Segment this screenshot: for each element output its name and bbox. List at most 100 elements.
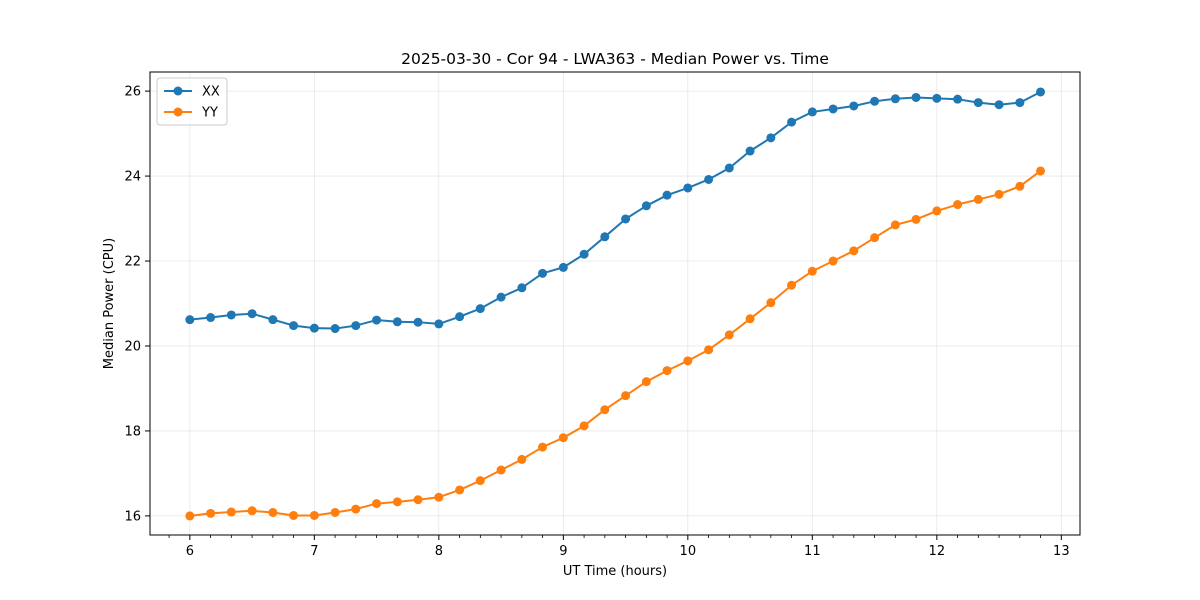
data-point-yy xyxy=(351,504,361,514)
data-point-yy xyxy=(206,508,216,518)
data-point-xx xyxy=(558,262,568,272)
data-point-xx xyxy=(226,310,236,320)
data-point-yy xyxy=(683,356,693,366)
legend-marker-xx xyxy=(173,86,183,96)
data-point-xx xyxy=(351,321,361,331)
data-point-xx xyxy=(392,317,402,327)
data-point-xx xyxy=(309,323,319,333)
data-point-yy xyxy=(953,200,963,210)
data-point-xx xyxy=(890,94,900,104)
data-point-yy xyxy=(600,405,610,415)
data-point-xx xyxy=(600,232,610,242)
legend-label-yy: YY xyxy=(201,106,218,121)
data-point-xx xyxy=(1036,87,1046,97)
data-point-yy xyxy=(434,492,444,502)
data-point-yy xyxy=(641,377,651,387)
y-tick-label: 18 xyxy=(124,424,141,439)
data-point-yy xyxy=(745,314,755,324)
data-point-xx xyxy=(994,100,1004,110)
chart-title: 2025-03-30 - Cor 94 - LWA363 - Median Po… xyxy=(401,50,829,68)
data-point-xx xyxy=(455,312,465,322)
data-point-yy xyxy=(413,495,423,505)
data-point-yy xyxy=(185,511,195,521)
data-point-yy xyxy=(268,507,278,517)
data-point-yy xyxy=(870,233,880,243)
data-point-xx xyxy=(662,190,672,200)
data-point-yy xyxy=(226,507,236,517)
data-point-yy xyxy=(455,485,465,495)
x-tick-label: 8 xyxy=(435,544,443,559)
data-point-xx xyxy=(973,98,983,108)
data-point-yy xyxy=(932,206,942,216)
legend: XX YY xyxy=(156,77,228,126)
data-point-yy xyxy=(289,510,299,520)
data-point-xx xyxy=(621,214,631,224)
data-point-xx xyxy=(496,292,506,302)
x-tick-label: 13 xyxy=(1053,544,1070,559)
data-point-yy xyxy=(496,465,506,475)
data-point-xx xyxy=(641,201,651,211)
data-point-xx xyxy=(434,319,444,329)
data-point-xx xyxy=(475,304,485,314)
data-point-yy xyxy=(579,421,589,431)
x-axis-label: UT Time (hours) xyxy=(563,564,667,579)
data-point-xx xyxy=(828,104,838,114)
data-point-yy xyxy=(849,246,859,256)
data-point-yy xyxy=(807,266,817,276)
data-point-yy xyxy=(766,298,776,308)
data-point-xx xyxy=(849,101,859,111)
y-tick-label: 22 xyxy=(124,255,141,270)
legend-marker-yy xyxy=(173,107,183,117)
data-point-yy xyxy=(994,189,1004,199)
x-tick-label: 7 xyxy=(310,544,318,559)
data-point-xx xyxy=(766,133,776,143)
x-tick-label: 11 xyxy=(804,544,821,559)
data-point-yy xyxy=(475,476,485,486)
data-point-yy xyxy=(247,506,257,516)
data-point-yy xyxy=(1036,166,1046,176)
data-point-xx xyxy=(289,321,299,331)
data-point-xx xyxy=(247,309,257,319)
data-point-xx xyxy=(206,313,216,323)
data-point-xx xyxy=(1015,98,1025,108)
data-point-xx xyxy=(268,315,278,325)
data-point-yy xyxy=(538,442,548,452)
data-point-yy xyxy=(372,499,382,509)
plot-frame xyxy=(149,71,1081,536)
data-point-yy xyxy=(309,510,319,520)
data-point-yy xyxy=(558,433,568,443)
legend-label-xx: XX xyxy=(202,85,220,100)
data-point-yy xyxy=(392,497,402,507)
data-point-xx xyxy=(745,146,755,156)
data-point-yy xyxy=(1015,181,1025,191)
data-point-xx xyxy=(330,324,340,334)
data-point-xx xyxy=(932,93,942,103)
data-point-yy xyxy=(621,391,631,401)
x-tick-label: 10 xyxy=(680,544,697,559)
data-point-yy xyxy=(911,214,921,224)
y-tick-label: 24 xyxy=(124,170,141,185)
data-point-yy xyxy=(973,194,983,204)
data-point-xx xyxy=(372,315,382,325)
axis-ticks: 6 7 8 9 10 11 12 13 16 18 20 22 24 26 xyxy=(124,85,1069,559)
data-point-xx xyxy=(911,92,921,102)
y-tick-label: 26 xyxy=(124,85,141,100)
x-tick-label: 12 xyxy=(929,544,946,559)
data-point-xx xyxy=(517,283,527,293)
y-tick-label: 16 xyxy=(124,509,141,524)
data-point-xx xyxy=(683,183,693,193)
data-point-xx xyxy=(953,94,963,104)
data-point-yy xyxy=(517,454,527,464)
data-point-xx xyxy=(724,163,734,173)
data-point-xx xyxy=(538,268,548,278)
data-point-yy xyxy=(890,220,900,230)
x-tick-label: 9 xyxy=(559,544,567,559)
x-tick-label: 6 xyxy=(186,544,194,559)
data-point-yy xyxy=(787,280,797,290)
data-point-xx xyxy=(413,317,423,327)
data-point-xx xyxy=(704,174,714,184)
data-point-yy xyxy=(704,345,714,355)
plot-series xyxy=(185,87,1046,521)
data-point-xx xyxy=(787,117,797,127)
